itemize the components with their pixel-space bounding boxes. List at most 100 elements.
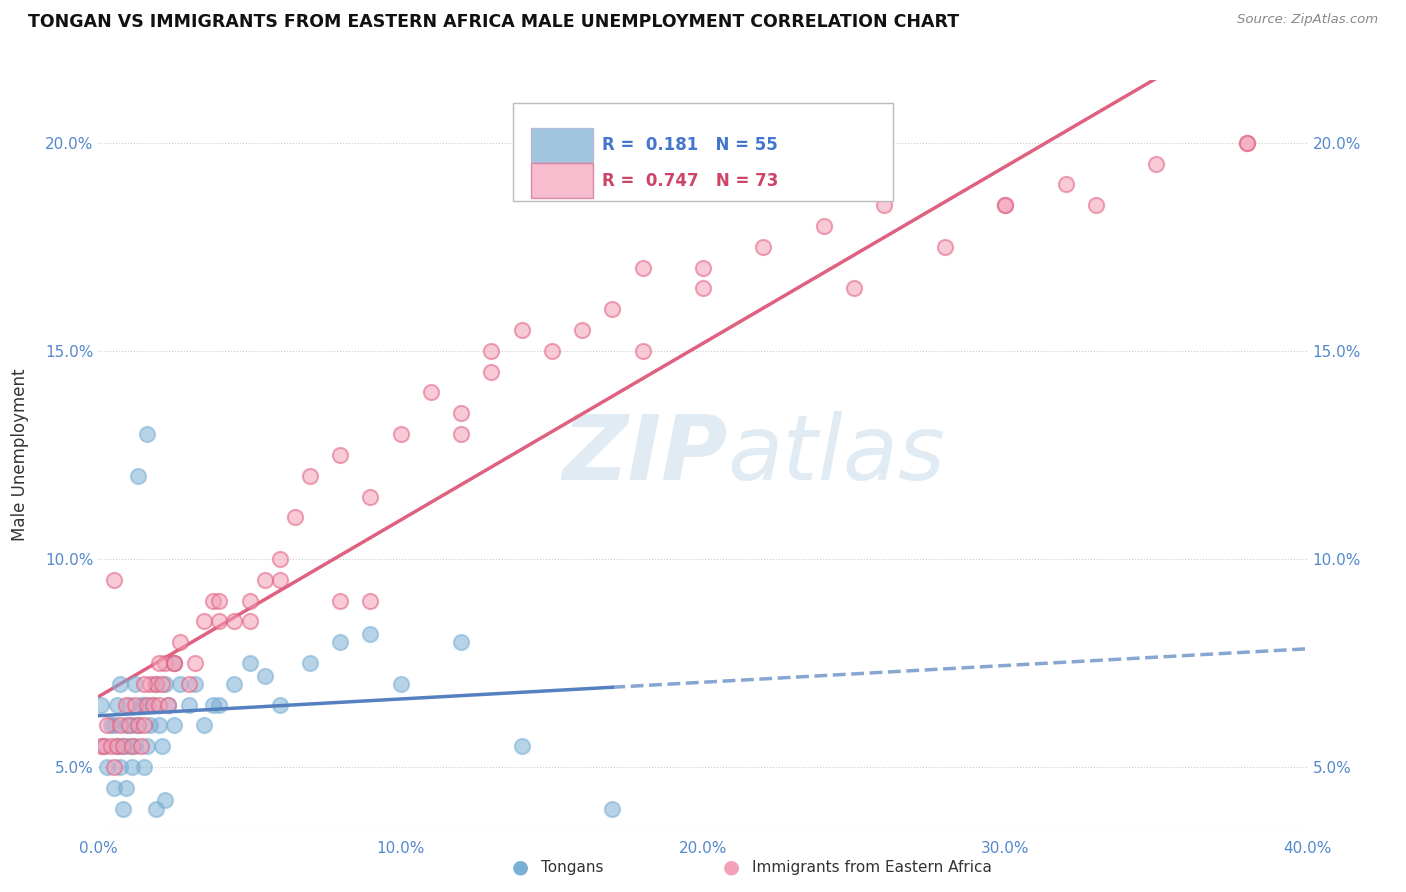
Point xyxy=(96,718,118,732)
Point xyxy=(139,718,162,732)
Text: ●: ● xyxy=(512,857,529,877)
Point xyxy=(90,698,112,712)
Point xyxy=(208,615,231,629)
Point xyxy=(193,615,215,629)
Point xyxy=(299,656,322,670)
Point xyxy=(132,698,155,712)
Point xyxy=(329,593,352,607)
Point xyxy=(873,198,896,212)
Point xyxy=(103,718,125,732)
Point xyxy=(127,718,149,732)
Point xyxy=(111,802,134,816)
Point xyxy=(111,739,134,754)
Point xyxy=(142,698,165,712)
Point xyxy=(105,739,128,754)
Point xyxy=(118,739,141,754)
Point xyxy=(284,510,307,524)
Point xyxy=(124,698,146,712)
Point xyxy=(253,573,276,587)
Point xyxy=(156,698,179,712)
Point xyxy=(108,718,131,732)
Point xyxy=(105,739,128,754)
Point xyxy=(148,656,170,670)
Point xyxy=(93,739,115,754)
Point xyxy=(299,468,322,483)
Text: ●: ● xyxy=(723,857,740,877)
Point xyxy=(145,677,167,691)
Point xyxy=(163,718,186,732)
Text: Immigrants from Eastern Africa: Immigrants from Eastern Africa xyxy=(752,860,993,874)
Point xyxy=(132,677,155,691)
Point xyxy=(156,698,179,712)
Point xyxy=(96,760,118,774)
Point xyxy=(150,677,173,691)
Point xyxy=(253,668,276,682)
Point xyxy=(148,698,170,712)
Point xyxy=(145,802,167,816)
Point xyxy=(692,260,714,275)
Point xyxy=(510,323,533,337)
Text: Tongans: Tongans xyxy=(541,860,603,874)
Point xyxy=(994,198,1017,212)
Point xyxy=(118,718,141,732)
Point xyxy=(269,552,291,566)
Point xyxy=(135,698,157,712)
Text: ZIP: ZIP xyxy=(562,411,727,499)
Point xyxy=(148,718,170,732)
Point xyxy=(163,656,186,670)
Point xyxy=(108,677,131,691)
Point xyxy=(329,448,352,462)
Point xyxy=(124,677,146,691)
Point xyxy=(692,281,714,295)
Point xyxy=(193,718,215,732)
Point xyxy=(813,219,835,233)
Point xyxy=(389,677,412,691)
Point xyxy=(114,698,136,712)
Point xyxy=(184,677,207,691)
Point xyxy=(450,427,472,442)
Point xyxy=(169,677,191,691)
Point xyxy=(169,635,191,649)
Point xyxy=(510,739,533,754)
Point xyxy=(631,343,654,358)
Text: R =  0.747   N = 73: R = 0.747 N = 73 xyxy=(602,172,778,190)
Point xyxy=(121,760,143,774)
Point xyxy=(184,656,207,670)
Point xyxy=(100,718,122,732)
Point xyxy=(224,615,246,629)
Point xyxy=(269,698,291,712)
Point xyxy=(121,739,143,754)
Point xyxy=(132,760,155,774)
Point xyxy=(114,718,136,732)
Point xyxy=(631,260,654,275)
Point xyxy=(100,739,122,754)
Point xyxy=(360,627,382,641)
Point xyxy=(135,427,157,442)
Point xyxy=(124,739,146,754)
Point xyxy=(208,698,231,712)
Point xyxy=(481,343,503,358)
Point xyxy=(90,739,112,754)
Point xyxy=(93,739,115,754)
Point xyxy=(135,739,157,754)
Point xyxy=(329,635,352,649)
Point xyxy=(224,677,246,691)
Point xyxy=(1236,136,1258,150)
Point xyxy=(139,677,162,691)
Point xyxy=(1085,198,1108,212)
Y-axis label: Male Unemployment: Male Unemployment xyxy=(10,368,28,541)
Point xyxy=(844,281,866,295)
Point xyxy=(239,615,262,629)
Point xyxy=(108,760,131,774)
Point xyxy=(1054,178,1077,192)
Point xyxy=(103,573,125,587)
Point xyxy=(150,739,173,754)
Point xyxy=(118,698,141,712)
Point xyxy=(269,573,291,587)
Point xyxy=(481,365,503,379)
Point xyxy=(1236,136,1258,150)
Point xyxy=(114,780,136,795)
Point xyxy=(103,780,125,795)
Text: Source: ZipAtlas.com: Source: ZipAtlas.com xyxy=(1237,13,1378,27)
Point xyxy=(752,240,775,254)
